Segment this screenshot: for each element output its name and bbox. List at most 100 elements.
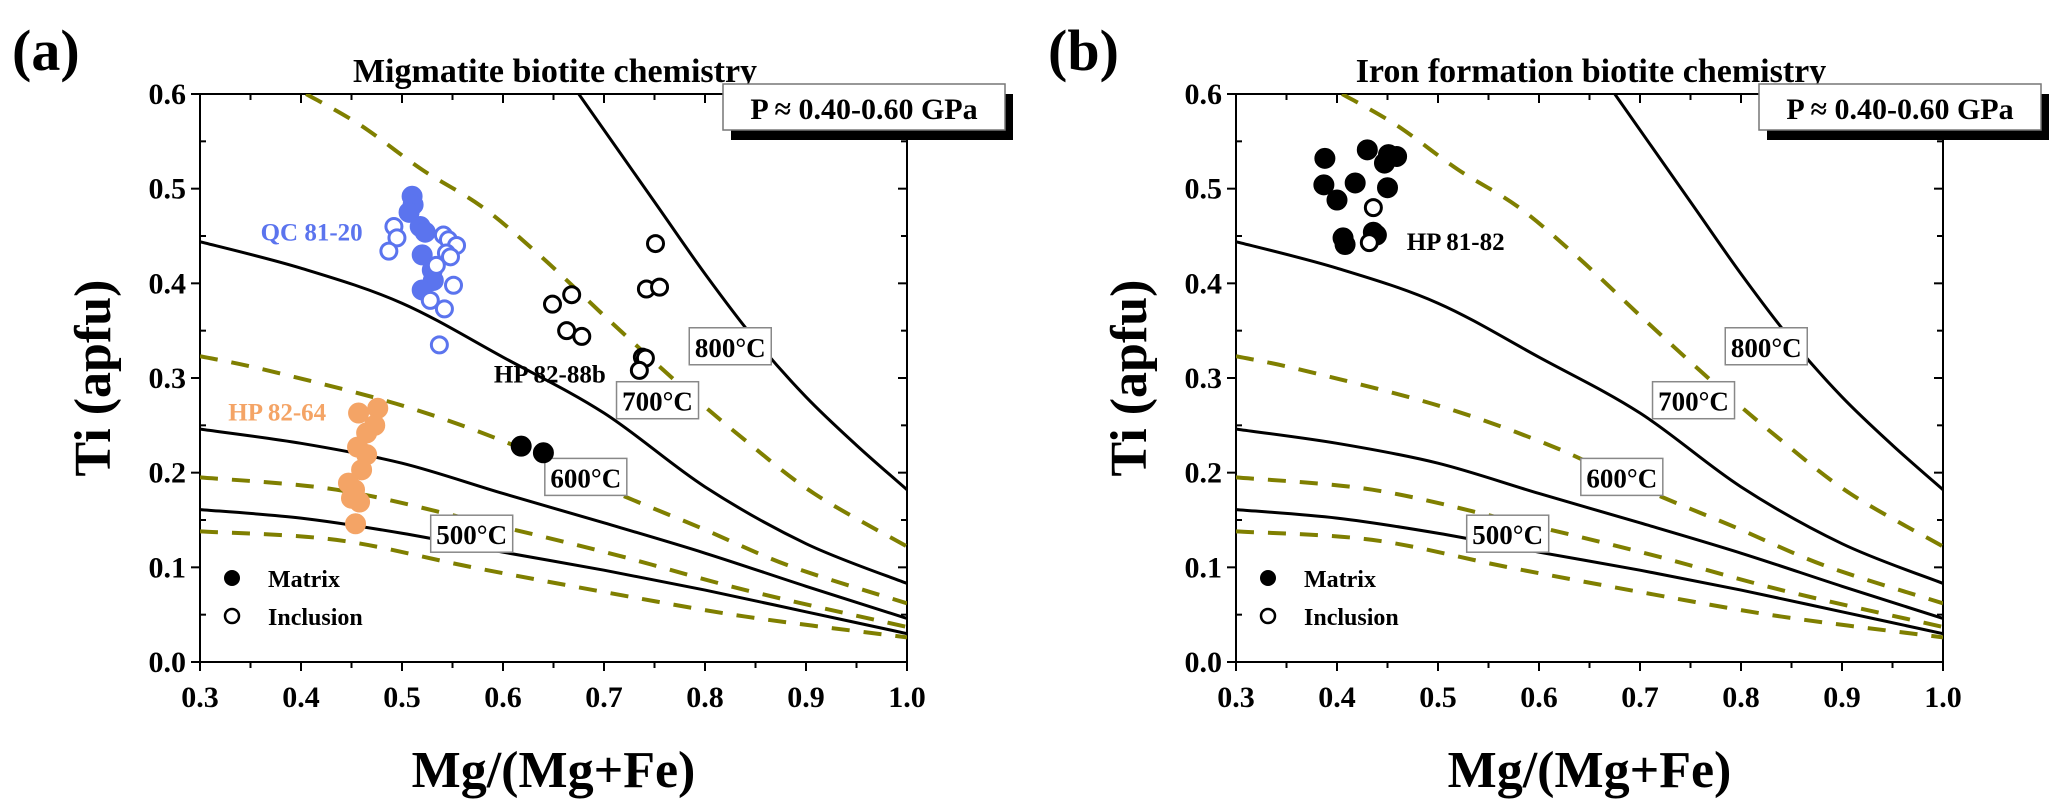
panel-a: (a) Migmatite biotite chemistry 0.3 0.4 0.5 0… [12, 18, 1013, 799]
x-tick-label: 0.7 [585, 681, 623, 714]
y-tick-label: 0.6 [149, 78, 187, 111]
legend-label: Matrix [268, 567, 340, 593]
y-tick-label: 0.2 [1185, 457, 1223, 490]
chart-title: Iron formation biotite chemistry [1356, 53, 1827, 90]
x-tick-label: 0.9 [1823, 681, 1861, 714]
pressure-label: P ≈ 0.40-0.60 GPa [1786, 93, 2013, 126]
y-tick-label: 0.1 [1185, 551, 1223, 584]
isotherm-label: 500°C [429, 514, 514, 553]
isotherm-label: 500°C [1465, 514, 1550, 553]
isotherm-line [1236, 427, 1943, 620]
legend-marker-filled [1260, 570, 1276, 586]
y-axis-title: Ti (apfu) [1101, 280, 1158, 477]
isotherm-label: 700°C [615, 380, 700, 420]
isotherm-dashed-line [200, 529, 907, 640]
isotherm-label-text: 500°C [1472, 520, 1543, 550]
data-point-matrix [1373, 152, 1395, 174]
legend-item-inclusion: Inclusion [223, 605, 363, 631]
data-point-inclusion [542, 294, 562, 314]
data-point-matrix [411, 244, 433, 266]
data-point-inclusion [379, 241, 399, 261]
isotherm-label: 600°C [1580, 457, 1664, 497]
data-point-inclusion [650, 277, 670, 297]
data-point-matrix [1377, 177, 1398, 199]
isotherm-label: 600°C [544, 457, 628, 497]
y-tick-label: 0.4 [149, 267, 187, 300]
legend-marker-open [1259, 607, 1277, 625]
x-tick-label: 0.7 [1621, 681, 1659, 714]
y-axis-title: Ti (apfu) [65, 280, 122, 477]
series-qc-81-20-matrix [398, 185, 444, 301]
x-tick-label: 0.6 [1520, 681, 1558, 714]
x-tick-label: 1.0 [888, 681, 926, 714]
isotherm-line [200, 427, 907, 620]
isotherms [1236, 94, 1943, 640]
legend-label: Inclusion [268, 605, 363, 631]
y-tick-label: 0.5 [149, 173, 187, 206]
y-tick-label: 0.6 [1185, 78, 1223, 111]
legend-item-matrix: Matrix [224, 567, 340, 593]
pressure-box [722, 83, 1006, 131]
data-point-inclusion [426, 255, 446, 275]
data-point-matrix [1334, 234, 1356, 256]
isotherm-label-box [1651, 380, 1736, 420]
x-tick-label: 0.3 [181, 681, 219, 714]
data-point-inclusion [429, 335, 449, 355]
chart-title: Migmatite biotite chemistry [353, 53, 757, 90]
y-tick-label: 0.2 [149, 457, 187, 490]
isotherm-dashed-line [1236, 529, 1943, 640]
y-tick-label: 0.4 [1185, 267, 1223, 300]
legend-marker-filled [224, 570, 240, 586]
legend-marker-open [223, 607, 241, 625]
x-axis-title: Mg/(Mg+Fe) [412, 742, 696, 799]
isotherm-label-text: 800°C [695, 333, 766, 363]
x-tick-label: 0.5 [1419, 681, 1457, 714]
isotherm-label-text: 500°C [436, 520, 507, 550]
isotherm-label-text: 800°C [1731, 333, 1802, 363]
isotherm-dashed-line [1236, 475, 1943, 629]
data-point-matrix [345, 513, 367, 535]
sample-label: HP 82-64 [228, 400, 326, 427]
pressure-box [1758, 83, 2042, 131]
data-point-matrix [414, 221, 436, 243]
data-point-inclusion [1363, 198, 1383, 218]
series-qc-81-20-inclusion [379, 217, 467, 355]
x-tick-label: 0.8 [1722, 681, 1760, 714]
x-tick-label: 0.9 [787, 681, 825, 714]
series-hp-82-88b-inclusion [542, 234, 670, 380]
isotherm-line [200, 508, 907, 636]
x-tick-label: 1.0 [1924, 681, 1962, 714]
series-hp-81-82-matrix [1313, 139, 1408, 256]
data-point-inclusion [420, 290, 440, 310]
sample-label: HP 82-88b [494, 362, 606, 389]
data-point-inclusion [440, 247, 460, 267]
y-tick-label: 0.0 [1185, 646, 1223, 679]
isotherm-dashed-line [1236, 354, 1943, 606]
isotherm-line [1236, 508, 1943, 636]
isotherm-line [200, 240, 907, 585]
x-tick-label: 0.3 [1217, 681, 1255, 714]
isotherm-line [1236, 240, 1943, 585]
y-tick-label: 0.3 [1185, 362, 1223, 395]
isotherm-label-text: 700°C [1658, 387, 1729, 417]
data-point-matrix [348, 402, 370, 424]
series-hp-82-64-matrix [337, 397, 389, 535]
data-point-matrix [1314, 147, 1336, 169]
isotherm-label: 800°C [688, 327, 772, 366]
x-tick-label: 0.4 [282, 681, 320, 714]
sample-label: QC 81-20 [261, 220, 363, 247]
data-point-matrix [1344, 172, 1366, 194]
series [337, 185, 670, 535]
panel-label: (b) [1048, 18, 1119, 83]
isotherm-label-text: 700°C [622, 387, 693, 417]
series-hp-81-82-inclusion [1359, 198, 1383, 253]
series-hp-82-88b-matrix [510, 435, 554, 464]
legend-item-inclusion: Inclusion [1259, 605, 1399, 631]
isotherm-label-box [1580, 457, 1664, 497]
panel-label: (a) [12, 18, 80, 83]
x-tick-label: 0.8 [686, 681, 724, 714]
isotherm-label-box [688, 327, 772, 366]
x-tick-label: 0.4 [1318, 681, 1356, 714]
